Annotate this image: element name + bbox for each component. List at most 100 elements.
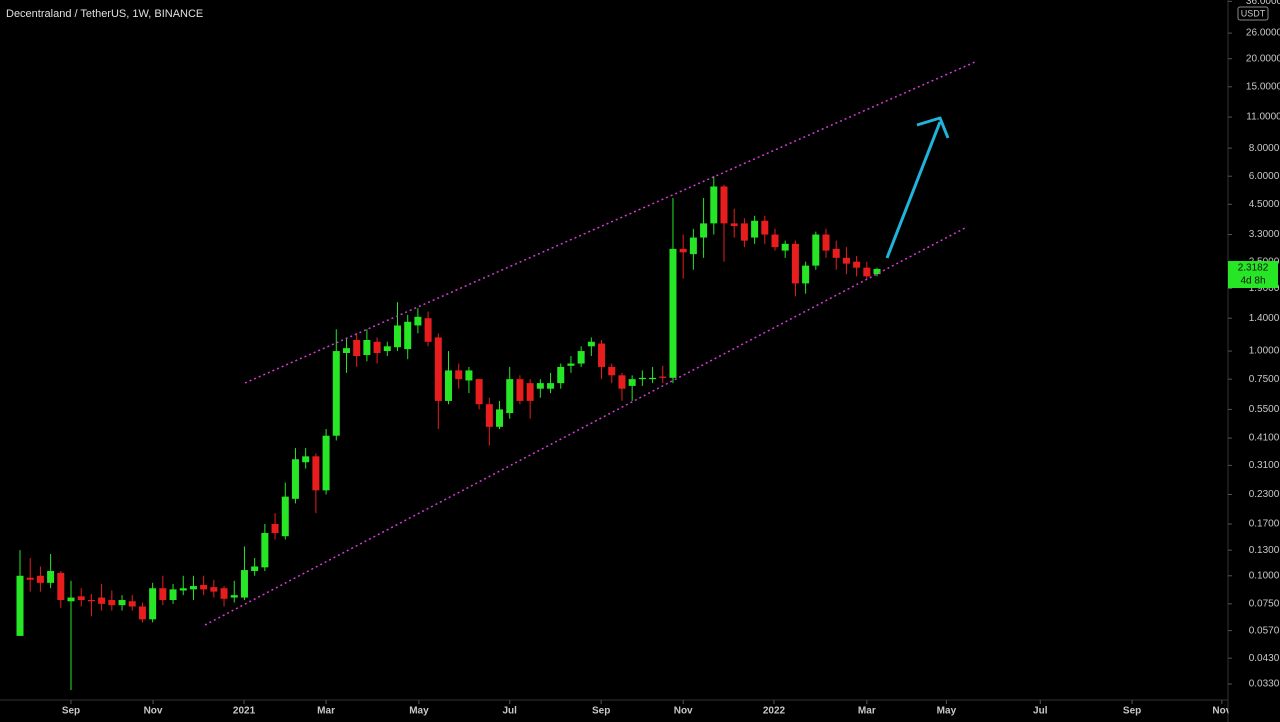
y-tick-label: 36.0000 (1246, 0, 1280, 7)
candle-body (271, 523, 279, 534)
candle-body (87, 600, 95, 602)
y-tick-label: 0.0750 (1249, 598, 1280, 609)
candle-body (842, 257, 850, 264)
y-tick-label: 4.5000 (1249, 199, 1280, 210)
candle-body (251, 566, 259, 572)
chart-title: Decentraland / TetherUS, 1W, BINANCE (6, 8, 203, 20)
candle-body (577, 351, 585, 364)
candle-body (740, 223, 748, 241)
last-price-label: 2.3182 (1238, 263, 1269, 274)
candle-body (26, 577, 34, 580)
y-tick-label: 8.0000 (1249, 143, 1280, 154)
candle-body (506, 379, 514, 414)
candle-body (863, 267, 871, 277)
candle-body (445, 370, 453, 401)
candle-body (751, 220, 759, 238)
x-tick-label: Jul (1033, 706, 1048, 717)
candle-body (67, 597, 75, 602)
y-tick-label: 0.3100 (1249, 460, 1280, 471)
candle-body (771, 234, 779, 248)
candle-body (761, 220, 769, 235)
candle-body (302, 456, 310, 463)
x-tick-label: Sep (592, 706, 610, 717)
y-tick-label: 1.4000 (1249, 313, 1280, 324)
y-tick-label: 0.1000 (1249, 570, 1280, 581)
x-tick-label: Nov (674, 706, 693, 717)
candle-body (720, 186, 728, 224)
candle-body (730, 223, 738, 227)
candle-body (485, 404, 493, 427)
price-axis-cover (1228, 701, 1280, 722)
candle-body (404, 321, 412, 350)
candle-body (291, 459, 299, 499)
candle-body (332, 351, 340, 436)
candle-body (791, 243, 799, 284)
candle-body (118, 600, 126, 606)
x-tick-label: 2022 (763, 706, 786, 717)
candle-body (598, 343, 606, 367)
candle-body (608, 366, 616, 376)
candle-body (128, 601, 136, 607)
candle-body (159, 588, 167, 601)
candle-body (281, 496, 289, 537)
candle-body (169, 589, 177, 601)
candle-body (832, 248, 840, 258)
candle-body (853, 261, 861, 268)
candle-body (210, 587, 218, 592)
axes: 36.0000 26.0000 20.0000 15.0000 11.0000 8.000… (62, 0, 1280, 722)
x-tick-label: May (409, 706, 429, 717)
candle-body (363, 340, 371, 356)
candle-body (536, 383, 544, 389)
candle-body (138, 606, 146, 620)
y-tick-label: 15.0000 (1246, 81, 1280, 92)
candle-body (149, 588, 157, 620)
arrow-head (916, 116, 950, 139)
countdown-label: 4d 8h (1240, 276, 1265, 287)
candle-body (547, 383, 555, 389)
candle-body (383, 346, 391, 352)
candle-body (475, 379, 483, 405)
plot-area (16, 176, 881, 691)
candle-body (628, 379, 636, 386)
candle-body (312, 456, 320, 491)
candle-body (649, 377, 657, 380)
drawings (204, 61, 976, 626)
candle-body (353, 340, 361, 357)
candle-body (342, 348, 350, 354)
x-tick-label: Nov (144, 706, 163, 717)
candle-body (710, 186, 718, 224)
candle-body (57, 572, 65, 601)
x-tick-label: May (937, 706, 957, 717)
y-tick-label: 0.0570 (1249, 625, 1280, 636)
y-tick-label: 0.5500 (1249, 404, 1280, 415)
candle-body (700, 223, 708, 238)
candle-body (240, 570, 248, 598)
x-tick-label: Sep (62, 706, 80, 717)
x-tick-label: Jul (503, 706, 518, 717)
candle-body (781, 243, 789, 251)
candle-body (822, 234, 830, 251)
y-tick-label: 0.1300 (1249, 545, 1280, 556)
candle-body (47, 571, 55, 583)
currency-label: USDT (1241, 8, 1266, 18)
last-price-box (1228, 261, 1278, 289)
candle-body (465, 370, 473, 381)
y-tick-label: 0.2300 (1249, 489, 1280, 500)
candle-body (689, 237, 697, 255)
candle-body (873, 269, 881, 275)
candle-body (526, 383, 534, 401)
candle-body (98, 597, 106, 604)
currency-box (1237, 6, 1269, 21)
candle-body (220, 588, 228, 599)
y-tick-label: 11.0000 (1246, 112, 1280, 123)
candle-body (802, 265, 810, 284)
candle-body (424, 318, 432, 342)
y-tick-label: 0.0330 (1249, 679, 1280, 690)
y-tick-label: 0.7500 (1249, 374, 1280, 385)
candle-body (393, 325, 401, 348)
candle-body (455, 370, 463, 380)
candle-body (179, 588, 187, 591)
y-tick-label: 1.9000 (1249, 283, 1280, 294)
candle-body (812, 234, 820, 266)
